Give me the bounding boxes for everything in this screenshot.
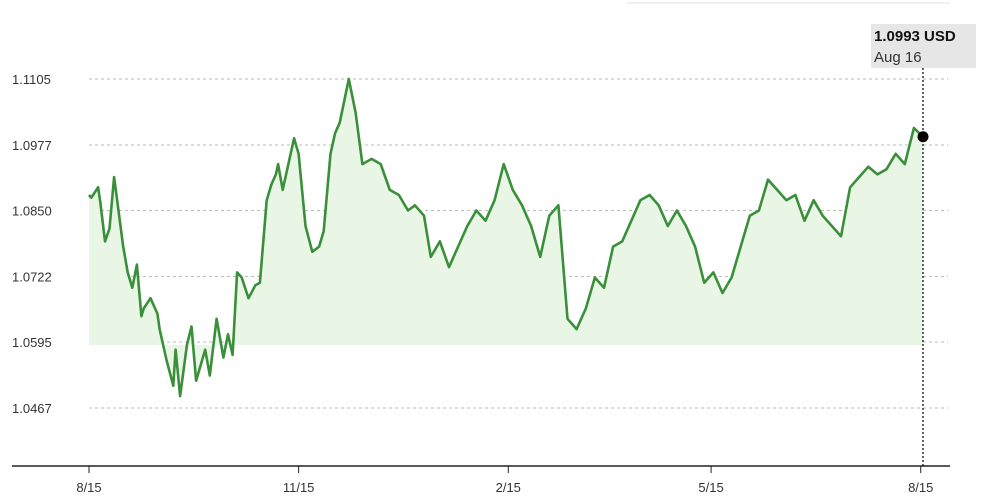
x-tick-label: 11/15 <box>283 480 315 495</box>
y-tick-label: 1.1105 <box>12 72 51 87</box>
y-tick-label: 1.0850 <box>12 203 52 218</box>
x-tick-label: 8/15 <box>76 480 101 495</box>
x-tick-label: 2/15 <box>496 480 521 495</box>
x-tick-label: 5/15 <box>698 480 723 495</box>
x-axis-ticks: 8/15 11/15 2/15 5/15 8/15 <box>76 466 933 495</box>
y-tick-label: 1.0977 <box>12 138 52 153</box>
y-tick-label: 1.0722 <box>12 270 52 285</box>
y-tick-label: 1.0595 <box>12 335 52 350</box>
tooltip: 1.0993 USD Aug 16 <box>871 24 976 68</box>
series-area-fill <box>89 79 923 397</box>
y-axis-tick-labels: 1.0467 1.0595 1.0722 1.0850 1.0977 1.1105 <box>12 72 52 416</box>
hover-marker[interactable] <box>917 131 929 143</box>
y-tick-label: 1.0467 <box>12 401 52 416</box>
series-line[interactable] <box>88 77 924 398</box>
tooltip-date: Aug 16 <box>874 49 922 66</box>
tooltip-background <box>871 24 976 68</box>
tooltip-value: 1.0993 USD <box>874 28 956 45</box>
x-tick-label: 8/15 <box>908 480 933 495</box>
